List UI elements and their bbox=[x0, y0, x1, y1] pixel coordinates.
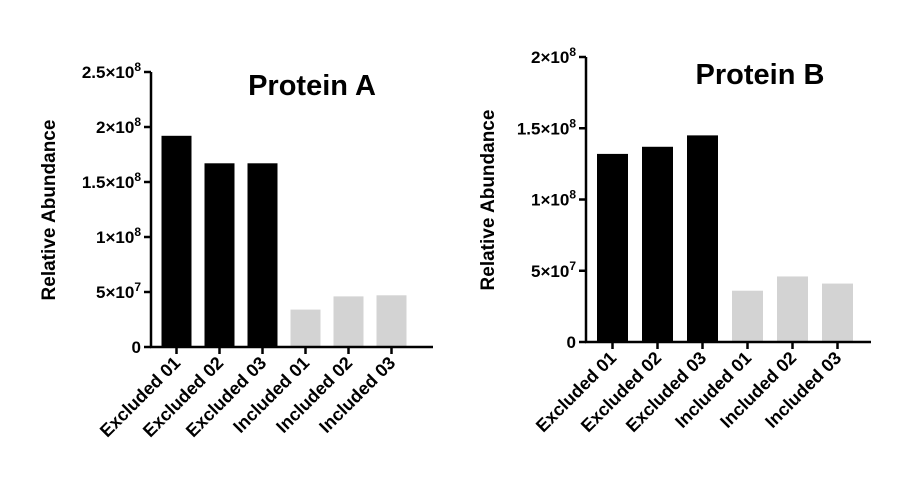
chart-title: Protein A bbox=[248, 70, 376, 102]
bar-excluded-03 bbox=[687, 135, 718, 342]
y-tick-label: 1×108 bbox=[531, 188, 576, 210]
y-tick-label: 1×108 bbox=[96, 225, 141, 247]
bar-excluded-03 bbox=[247, 163, 278, 347]
bar-included-03 bbox=[822, 283, 853, 342]
y-tick-label: 2×108 bbox=[96, 115, 141, 137]
bar-excluded-01 bbox=[597, 153, 628, 342]
y-tick-label: 2.5×108 bbox=[82, 60, 141, 82]
y-tick-label: 2×108 bbox=[531, 45, 576, 67]
bar-excluded-02 bbox=[642, 146, 673, 342]
bar-included-01 bbox=[732, 290, 763, 342]
chart-title: Protein B bbox=[696, 59, 825, 91]
bar-included-01 bbox=[290, 309, 321, 347]
y-tick-label: 0 bbox=[132, 338, 141, 357]
y-tick-label: 5×107 bbox=[96, 280, 141, 302]
bar-included-03 bbox=[376, 295, 407, 347]
y-axis-title: Relative Abundance bbox=[39, 120, 60, 301]
y-tick-label: 5×107 bbox=[531, 259, 576, 281]
bar-included-02 bbox=[777, 276, 808, 342]
bar-excluded-02 bbox=[204, 163, 235, 347]
y-axis-title: Relative Abundance bbox=[478, 110, 499, 291]
y-tick-label: 1.5×108 bbox=[82, 170, 141, 192]
bar-excluded-01 bbox=[161, 135, 192, 347]
bar-included-02 bbox=[333, 296, 364, 347]
y-tick-label: 0 bbox=[567, 333, 576, 352]
y-tick-label: 1.5×108 bbox=[517, 116, 576, 138]
